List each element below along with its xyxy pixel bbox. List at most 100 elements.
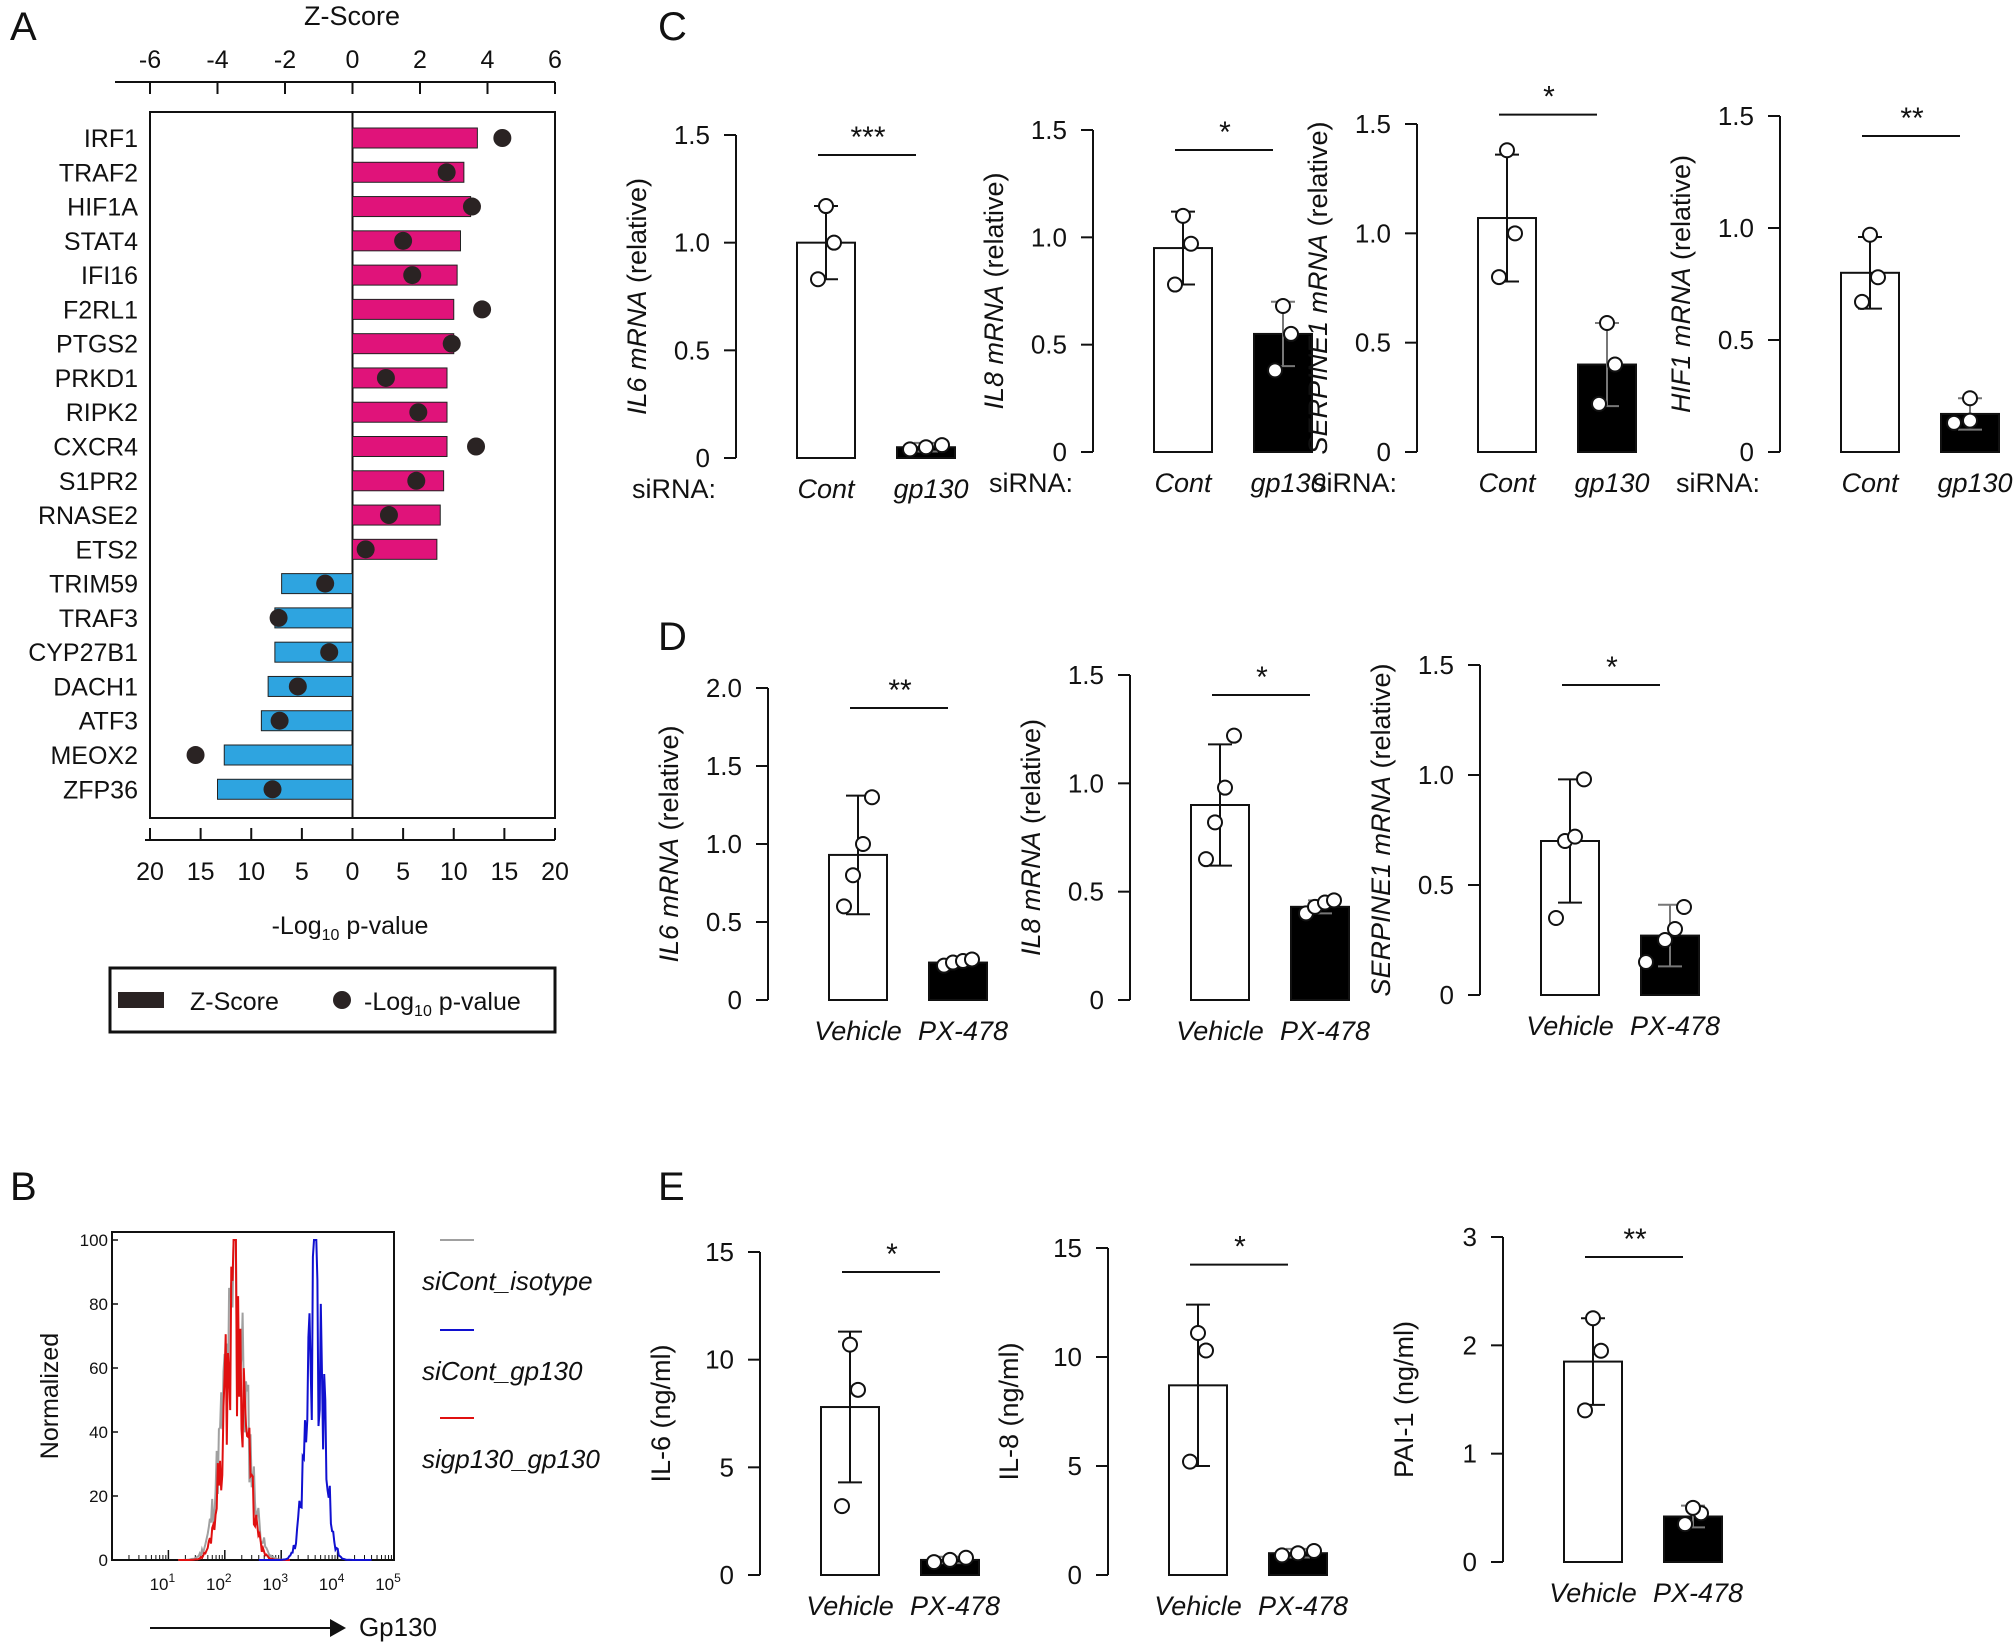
data-point [942, 1551, 958, 1568]
y-tick-label: 0.5 [1068, 877, 1104, 907]
pvalue-dot [437, 163, 456, 182]
significance-stars: * [1606, 651, 1618, 684]
bottom-axis-tick-label: 10 [440, 858, 468, 886]
bottom-axis-tick-label: 5 [396, 858, 410, 886]
y-tick-label: 0 [1090, 985, 1104, 1015]
y-axis-title-italic: IL8 mRNA [1016, 831, 1046, 956]
x-tick-label: 105 [375, 1571, 401, 1594]
significance-stars: * [1234, 1231, 1246, 1264]
zscore-bar [352, 436, 448, 458]
histogram-curve [178, 1239, 290, 1561]
x-category-label: PX-478 [1630, 1011, 1720, 1041]
y-axis-title-italic: IL6 mRNA [654, 838, 684, 963]
y-tick-label: 2 [1463, 1330, 1477, 1360]
group-label: siRNA: [1676, 468, 1760, 498]
y-tick-label: 0.5 [1031, 330, 1067, 360]
zscore-bar [352, 538, 438, 560]
top-axis-tick-label: 6 [548, 46, 562, 74]
legend-text: p-value [432, 988, 521, 1016]
zscore-bar [352, 127, 478, 149]
y-axis-title-italic: HIF1 mRNA [1666, 268, 1696, 414]
gene-label: ETS2 [75, 536, 138, 564]
y-axis-title: IL-8 (ng/ml) [994, 1342, 1024, 1480]
significance-stars: *** [850, 121, 885, 154]
x-tick-label: 101 [150, 1571, 176, 1594]
chart-c4: 0 0.5 1.0 1.5 HIF1 mRNA (relative) Cont gp130 s… [1666, 101, 2013, 498]
y-tick-label: 0 [720, 1560, 734, 1590]
zscore-bar [352, 470, 445, 492]
x-tick-base: 10 [319, 1575, 338, 1594]
data-point [1593, 1342, 1609, 1359]
zscore-bar [274, 641, 353, 663]
data-point [1217, 779, 1233, 796]
panel-label-e: E [658, 1165, 685, 1209]
data-point [1183, 235, 1199, 252]
data-point [1946, 414, 1962, 431]
bar [1153, 247, 1213, 453]
zscore-bar [352, 298, 455, 320]
y-tick-label: 1.5 [674, 120, 710, 150]
gene-label: DACH1 [53, 673, 138, 701]
histogram-curve [178, 1239, 290, 1561]
chart-c3: 0 0.5 1.0 1.5 SERPINE1 mRNA (relative) Cont gp… [1303, 81, 1650, 498]
y-axis-title: IL-6 (ng/ml) [646, 1344, 676, 1482]
y-axis-title-text: (relative) [622, 178, 652, 291]
y-tick-label: 1.0 [1418, 760, 1454, 790]
gene-label: ATF3 [79, 708, 138, 736]
y-axis-title: IL8 mRNA (relative) [979, 172, 1009, 409]
data-point [818, 198, 834, 215]
histogram-curve [258, 1239, 372, 1561]
gene-label: TRAF3 [59, 605, 138, 633]
chart-c1: 0 0.5 1.0 1.5 IL6 mRNA (relative) Cont gp130 si… [622, 120, 969, 504]
zscore-bar [223, 744, 353, 766]
y-tick-label: 0 [1463, 1547, 1477, 1577]
y-tick-label: 15 [705, 1237, 734, 1267]
zscore-bar [352, 161, 465, 183]
data-point [1667, 921, 1683, 937]
x-tick-exponent: 2 [225, 1571, 232, 1585]
y-tick-label: 3 [1463, 1222, 1477, 1252]
x-tick-exponent: 5 [394, 1571, 401, 1585]
y-tick-label: 20 [89, 1487, 108, 1506]
bar-charts: 0 0.5 1.0 1.5 IL6 mRNA (relative) Cont gp130 si… [622, 81, 2013, 1621]
legend-dot-swatch [333, 991, 351, 1009]
x-tick-exponent: 3 [281, 1571, 288, 1585]
y-tick-label: 1 [1463, 1439, 1477, 1469]
top-axis-tick-label: -4 [206, 46, 228, 74]
pvalue-dot [263, 780, 282, 799]
gene-label: IFI16 [81, 262, 138, 290]
data-point [855, 836, 871, 852]
axis-title-text: p-value [339, 912, 428, 940]
y-tick-label: 80 [89, 1295, 108, 1314]
x-category-label: Cont [1154, 468, 1213, 498]
x-category-label: gp130 [1937, 468, 2012, 498]
y-tick-label: 0 [1440, 980, 1454, 1010]
gene-label: STAT4 [64, 228, 138, 256]
y-tick-label: 0 [728, 985, 742, 1015]
pvalue-dot [186, 746, 205, 765]
data-point [1657, 932, 1673, 948]
data-point [1685, 1499, 1701, 1516]
x-tick-base: 10 [206, 1575, 225, 1594]
data-point [1607, 356, 1623, 373]
significance-stars: ** [1623, 1223, 1647, 1256]
y-tick-label: 60 [89, 1359, 108, 1378]
group-label: siRNA: [989, 468, 1073, 498]
gene-label: IRF1 [84, 125, 138, 153]
x-tick-base: 10 [262, 1575, 281, 1594]
bottom-axis-title: -Log10 p-value [272, 912, 429, 944]
data-point [850, 1381, 866, 1398]
pvalue-dot [288, 677, 307, 696]
y-axis-title-text: (relative) [654, 725, 684, 838]
legend-label: sigp130_gp130 [422, 1444, 600, 1474]
data-point [1491, 269, 1507, 286]
x-tick-label: 103 [262, 1571, 288, 1594]
x-category-label: gp130 [1250, 468, 1325, 498]
legend-text: -Log [364, 988, 414, 1016]
gene-label: TRAF2 [59, 159, 138, 187]
y-axis-title-text: (relative) [1016, 719, 1046, 832]
gene-label: RIPK2 [66, 399, 138, 427]
